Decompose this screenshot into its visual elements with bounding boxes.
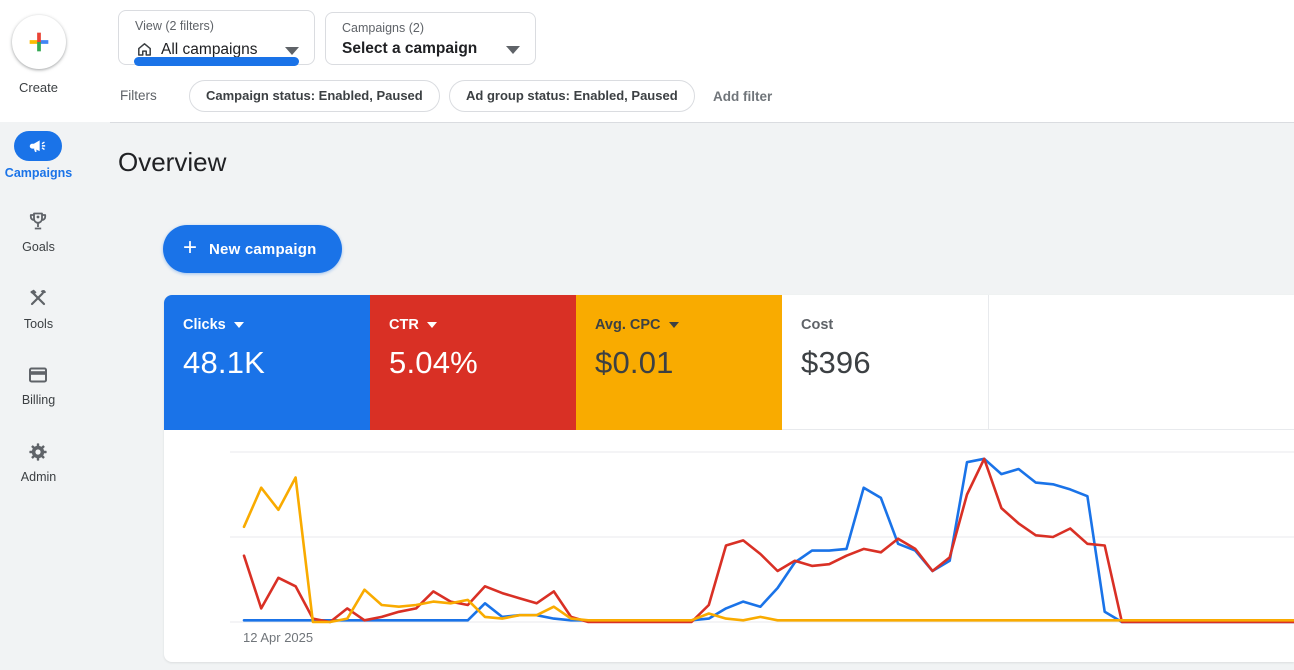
scorecard-label: Avg. CPC: [595, 317, 661, 333]
sidebar-item-campaigns[interactable]: [14, 131, 62, 161]
scorecard-row: Clicks 48.1K CTR 5.04% Avg. CPC $0.01 Co…: [164, 295, 1294, 430]
hammer-wrench-icon: [26, 286, 50, 310]
gear-icon: [26, 440, 50, 464]
overview-chart-svg: [230, 451, 1294, 624]
caret-down-icon: [668, 322, 679, 328]
create-label: Create: [18, 80, 59, 95]
view-selector[interactable]: View (2 filters) All campaigns: [118, 10, 315, 66]
scorecard-label: CTR: [389, 317, 419, 333]
sidebar-item-billing-label: Billing: [21, 393, 56, 407]
campaign-selector-label: Campaigns (2): [342, 21, 424, 35]
chevron-down-icon: [506, 46, 520, 54]
view-selector-value: All campaigns: [161, 40, 258, 58]
scorecard-clicks[interactable]: Clicks 48.1K: [164, 295, 370, 430]
google-plus-icon: [25, 28, 53, 56]
caret-down-icon: [233, 322, 244, 328]
scorecard-cost[interactable]: Cost $396: [782, 295, 988, 430]
page-title: Overview: [118, 147, 227, 177]
sidebar-item-goals[interactable]: [26, 209, 50, 233]
add-filter-button[interactable]: Add filter: [713, 89, 773, 104]
sidebar-item-admin-label: Admin: [20, 470, 57, 484]
filters-label: Filters: [120, 88, 157, 103]
avg-cpc-line: [242, 476, 1294, 624]
view-selector-label: View (2 filters): [135, 19, 214, 33]
scorecard-value: $0.01: [595, 345, 674, 380]
sidebar-item-campaigns-label: Campaigns: [4, 166, 73, 180]
sidebar-item-admin[interactable]: [26, 440, 50, 464]
scorecard-value: $396: [801, 345, 871, 380]
home-icon: [135, 40, 154, 59]
sidebar-item-tools[interactable]: [26, 286, 50, 310]
scorecard-empty-space: [988, 295, 1294, 430]
create-button[interactable]: [12, 15, 66, 69]
chevron-down-icon: [285, 47, 299, 55]
new-campaign-label: New campaign: [209, 240, 317, 258]
filter-chip-ad-group-status[interactable]: Ad group status: Enabled, Paused: [449, 80, 695, 112]
scorecard-ctr[interactable]: CTR 5.04%: [370, 295, 576, 430]
sidebar-item-tools-label: Tools: [23, 317, 54, 331]
credit-card-icon: [26, 363, 50, 387]
overview-chart: 12 Apr 2025: [164, 430, 1294, 662]
filter-chip-campaign-status[interactable]: Campaign status: Enabled, Paused: [189, 80, 440, 112]
campaign-selector[interactable]: Campaigns (2) Select a campaign: [325, 12, 536, 65]
caret-down-icon: [426, 322, 437, 328]
clicks-line: [242, 457, 1294, 624]
sidebar-item-goals-label: Goals: [22, 240, 55, 254]
x-axis-first-date-label: 12 Apr 2025: [243, 630, 314, 645]
plus-icon: +: [183, 234, 198, 261]
scorecard-avg-cpc[interactable]: Avg. CPC $0.01: [576, 295, 782, 430]
overview-summary-card: Clicks 48.1K CTR 5.04% Avg. CPC $0.01 Co…: [164, 295, 1294, 662]
active-tab-indicator: [134, 57, 299, 66]
scorecard-value: 5.04%: [389, 345, 478, 380]
scorecard-label: Clicks: [183, 317, 226, 333]
new-campaign-button[interactable]: + New campaign: [163, 225, 343, 273]
scorecard-value: 48.1K: [183, 345, 266, 380]
megaphone-icon: [28, 136, 48, 156]
trophy-icon: [26, 209, 50, 233]
scorecard-label: Cost: [801, 317, 834, 333]
campaign-selector-value: Select a campaign: [342, 40, 478, 57]
sidebar-item-billing[interactable]: [26, 363, 50, 387]
header-divider: [110, 122, 1294, 123]
